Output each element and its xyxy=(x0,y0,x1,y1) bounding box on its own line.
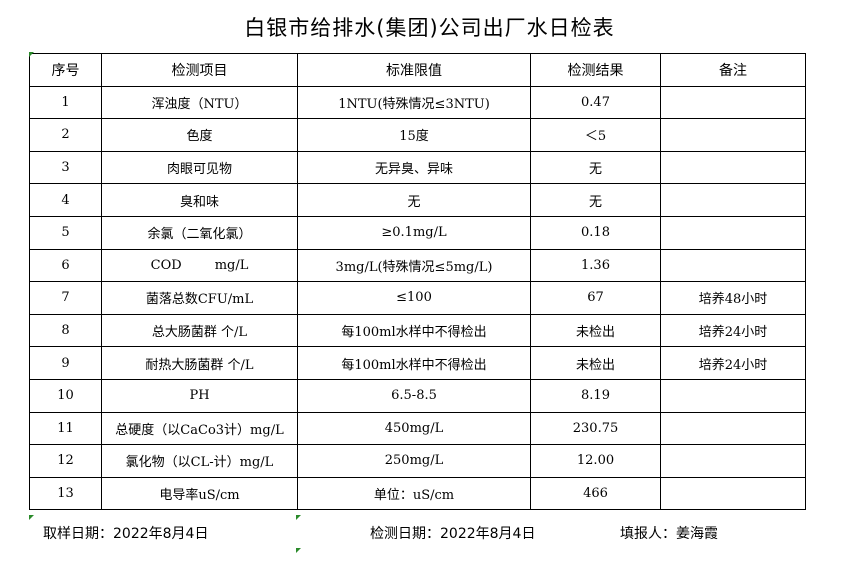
table-row: 1 浑浊度（NTU） 1NTU(特殊情况≤3NTU) 0.47 xyxy=(29,85,806,120)
cell-index: 11 xyxy=(29,411,102,446)
cell-limit: ≥0.1mg/L xyxy=(297,215,531,250)
cell-index: 13 xyxy=(29,476,102,511)
table-row: 5 余氯（二氧化氯） ≥0.1mg/L 0.18 xyxy=(29,215,806,250)
cell-item: 总大肠菌群 个/L xyxy=(101,313,298,348)
cell-corner-marker xyxy=(296,515,301,520)
cell-remark xyxy=(660,85,806,120)
cell-item: 电导率uS/cm xyxy=(101,476,298,511)
table-row: 2 色度 15度 ＜5 xyxy=(29,118,806,152)
table-row: 6 COD mg/L 3mg/L(特殊情况≤5mg/L) 1.36 xyxy=(29,248,806,283)
cell-item: 总硬度（以CaCo3计）mg/L xyxy=(101,411,298,446)
table-row: 9 耐热大肠菌群 个/L 每100ml水样中不得检出 未检出 培养24小时 xyxy=(29,346,806,380)
cell-limit: 6.5-8.5 xyxy=(297,378,531,413)
table-row: 13 电导率uS/cm 单位：uS/cm 466 xyxy=(29,476,806,511)
cell-item: 浑浊度（NTU） xyxy=(101,85,298,120)
cell-index: 8 xyxy=(29,313,102,348)
cell-item: 余氯（二氧化氯） xyxy=(101,215,298,250)
cell-corner-marker xyxy=(29,52,34,57)
cell-limit: 无 xyxy=(297,183,531,217)
cell-result: 0.18 xyxy=(530,215,661,250)
cell-limit: 1NTU(特殊情况≤3NTU) xyxy=(297,85,531,120)
cell-index: 9 xyxy=(29,346,102,380)
cell-item: 耐热大肠菌群 个/L xyxy=(101,346,298,380)
cell-result: ＜5 xyxy=(530,118,661,152)
cell-item: COD mg/L xyxy=(101,248,298,283)
cell-limit: ≤100 xyxy=(297,281,531,315)
table-row: 3 肉眼可见物 无异臭、异味无 xyxy=(29,150,806,185)
cell-limit: 每100ml水样中不得检出 xyxy=(297,313,531,348)
cell-result: 无 xyxy=(530,150,661,185)
cell-item: PH xyxy=(101,378,298,413)
header-cell-item: 检测项目 xyxy=(101,53,298,87)
cell-remark xyxy=(660,476,806,511)
header-cell-remark: 备注 xyxy=(660,53,806,87)
cell-index: 4 xyxy=(29,183,102,217)
cell-remark xyxy=(660,444,806,478)
table-row: 8 总大肠菌群 个/L 每100ml水样中不得检出 未检出 培养24小时 xyxy=(29,313,806,348)
cell-remark: 培养24小时 xyxy=(660,313,806,348)
cell-remark xyxy=(660,411,806,446)
cell-limit: 单位：uS/cm xyxy=(297,476,531,511)
cell-result: 1.36 xyxy=(530,248,661,283)
cell-remark: 培养24小时 xyxy=(660,346,806,380)
table-row: 10 PH 6.5-8.5 8.19 xyxy=(29,378,806,413)
cell-result: 67 xyxy=(530,281,661,315)
cell-item: 菌落总数CFU/mL xyxy=(101,281,298,315)
cell-limit: 3mg/L(特殊情况≤5mg/L) xyxy=(297,248,531,283)
header-cell-index: 序号 xyxy=(29,53,102,87)
cell-result: 未检出 xyxy=(530,346,661,380)
cell-index: 12 xyxy=(29,444,102,478)
cell-result: 无 xyxy=(530,183,661,217)
inspection-table: 序号 检测项目 标准限值 检测结果 备注 1 浑浊度（NTU） 1NTU(特殊情况≤… xyxy=(29,53,806,511)
test-date: 检测日期：2022年8月4日 xyxy=(370,526,536,542)
header-row: 序号 检测项目 标准限值 检测结果 备注 xyxy=(29,53,806,87)
sampling-date: 取样日期：2022年8月4日 xyxy=(43,526,209,542)
cell-item: 色度 xyxy=(101,118,298,152)
cell-limit: 15度 xyxy=(297,118,531,152)
cell-result: 230.75 xyxy=(530,411,661,446)
report-title: 白银市给排水(集团)公司出厂水日检表 xyxy=(244,16,615,40)
cell-item: 肉眼可见物 xyxy=(101,150,298,185)
cell-index: 6 xyxy=(29,248,102,283)
cell-index: 1 xyxy=(29,85,102,120)
cell-remark xyxy=(660,248,806,283)
reporter: 填报人：姜海霞 xyxy=(620,526,718,542)
cell-item: 氯化物（以CL-计）mg/L xyxy=(101,444,298,478)
cell-remark xyxy=(660,378,806,413)
cell-result: 12.00 xyxy=(530,444,661,478)
header-cell-limit: 标准限值 xyxy=(297,53,531,87)
cell-remark: 培养48小时 xyxy=(660,281,806,315)
cell-remark xyxy=(660,150,806,185)
cell-remark xyxy=(660,215,806,250)
cell-index: 7 xyxy=(29,281,102,315)
cell-index: 5 xyxy=(29,215,102,250)
cell-result: 8.19 xyxy=(530,378,661,413)
cell-index: 2 xyxy=(29,118,102,152)
cell-corner-marker xyxy=(296,548,301,553)
table-row: 11 总硬度（以CaCo3计）mg/L 450mg/L 230.75 xyxy=(29,411,806,446)
header-cell-result: 检测结果 xyxy=(530,53,661,87)
cell-limit: 250mg/L xyxy=(297,444,531,478)
cell-remark xyxy=(660,183,806,217)
cell-result: 0.47 xyxy=(530,85,661,120)
cell-result: 466 xyxy=(530,476,661,511)
cell-remark xyxy=(660,118,806,152)
cell-index: 10 xyxy=(29,378,102,413)
table-row: 12 氯化物（以CL-计）mg/L 250mg/L 12.00 xyxy=(29,444,806,478)
cell-result: 未检出 xyxy=(530,313,661,348)
cell-limit: 450mg/L xyxy=(297,411,531,446)
cell-limit: 无异臭、异味 xyxy=(297,150,531,185)
cell-corner-marker xyxy=(29,515,34,520)
table-row: 4 臭和味无无 xyxy=(29,183,806,217)
cell-limit: 每100ml水样中不得检出 xyxy=(297,346,531,380)
table-row: 7 菌落总数CFU/mL ≤100 67 培养48小时 xyxy=(29,281,806,315)
cell-index: 3 xyxy=(29,150,102,185)
cell-item: 臭和味 xyxy=(101,183,298,217)
